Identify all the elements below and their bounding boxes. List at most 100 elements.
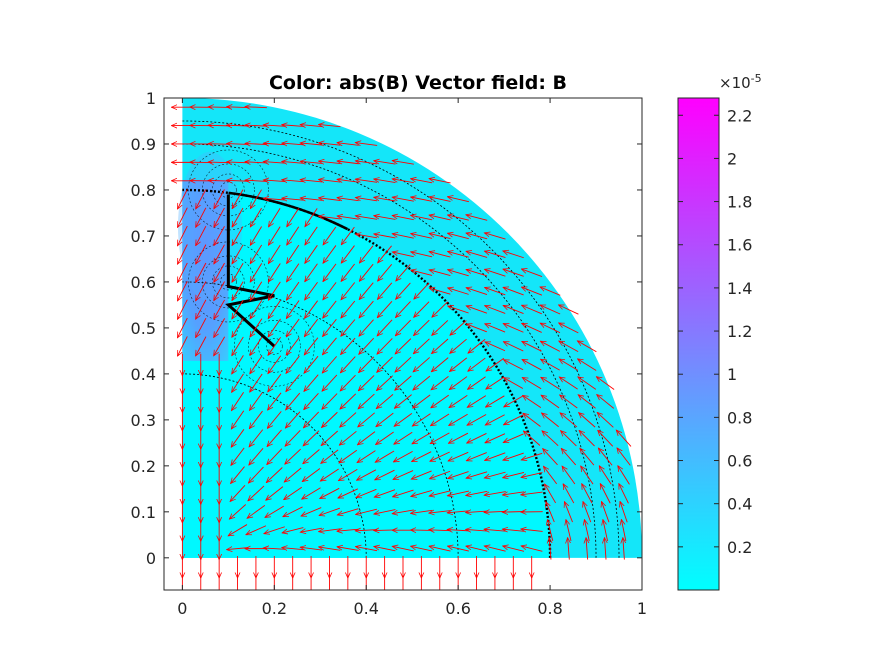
vector-arrow-536 xyxy=(620,501,628,523)
vector-arrow-258 xyxy=(341,226,355,245)
vector-arrow-277 xyxy=(359,337,375,354)
vector-arrow-508 xyxy=(559,359,579,371)
vector-arrow-377 xyxy=(429,270,451,277)
vector-arrow-396 xyxy=(450,338,467,353)
vector-arrow-140 xyxy=(266,486,284,501)
vector-arrow-19 xyxy=(177,225,188,246)
vector-arrow-298 xyxy=(376,412,394,427)
vector-arrow-220 xyxy=(321,449,339,464)
vector-arrow-479 xyxy=(522,322,542,333)
vector-arrow-179 xyxy=(287,244,300,263)
vector-arrow-191 xyxy=(301,507,322,517)
vector-arrow-407 xyxy=(466,546,488,552)
x-tick-label-1: 0.2 xyxy=(262,599,287,618)
contour-loop-2-3 xyxy=(234,305,315,387)
vector-arrow-501 xyxy=(563,484,575,504)
vector-arrow-201 xyxy=(304,318,319,336)
vector-arrow-534 xyxy=(623,538,625,560)
vector-arrow-116 xyxy=(249,429,264,447)
vector-arrow-353 xyxy=(414,282,430,299)
vector-arrow-419 xyxy=(466,324,487,333)
conductor-arc xyxy=(228,191,349,231)
vector-arrow-73 xyxy=(214,226,225,245)
vector-arrow-328 xyxy=(395,301,411,317)
vector-arrow-507 xyxy=(559,377,578,390)
vector-arrow-346 xyxy=(412,413,431,426)
vector-arrow-519 xyxy=(579,413,596,428)
vector-arrow-506 xyxy=(560,395,578,409)
vector-arrow-460 xyxy=(503,324,524,333)
vector-arrow-196 xyxy=(303,411,320,428)
vector-arrow-296 xyxy=(375,450,395,462)
vector-arrow-279 xyxy=(359,300,374,318)
vector-arrow-462 xyxy=(503,287,524,296)
vector-arrow-473 xyxy=(523,431,541,446)
vector-arrow-142 xyxy=(267,448,283,465)
vector-arrow-498 xyxy=(568,538,570,560)
vector-arrow-403 xyxy=(447,215,469,221)
vector-arrow-41 xyxy=(196,317,207,337)
vector-arrow-48 xyxy=(196,189,207,208)
vector-arrow-300 xyxy=(377,375,394,391)
vector-arrow-434 xyxy=(485,433,506,444)
vector-arrow-344 xyxy=(412,451,432,462)
vector-arrow-306 xyxy=(378,264,393,281)
vector-arrow-441 xyxy=(485,306,506,314)
vector-arrow-510 xyxy=(559,323,579,334)
vector-arrow-320 xyxy=(393,450,413,462)
plot-area xyxy=(171,98,642,590)
vector-arrow-99 xyxy=(232,244,244,264)
conductor-layer xyxy=(225,191,349,348)
colorbar-exponent: ×10-5 xyxy=(719,72,762,92)
vector-arrow-329 xyxy=(396,282,411,299)
vector-arrow-294 xyxy=(374,489,396,497)
vector-arrow-524 xyxy=(604,538,606,560)
x-tick-label-3: 0.6 xyxy=(445,599,470,618)
vector-arrow-484 xyxy=(547,520,554,542)
vector-arrow-43 xyxy=(196,281,207,300)
vector-arrow-421 xyxy=(466,288,488,296)
vector-arrow-321 xyxy=(394,431,413,444)
vector-arrow-471 xyxy=(521,472,543,478)
vector-arrow-181 xyxy=(287,208,300,226)
vector-arrow-372 xyxy=(431,357,449,372)
vector-arrow-514 xyxy=(583,502,592,523)
vector-arrow-71 xyxy=(214,262,225,282)
y-tick-label-0: 0 xyxy=(146,549,156,568)
vector-arrow-225 xyxy=(322,356,338,373)
vector-arrow-494 xyxy=(540,341,561,352)
y-tick-label-10: 1 xyxy=(146,89,156,108)
vector-arrow-227 xyxy=(323,319,337,336)
vector-arrow-193 xyxy=(302,468,321,481)
vector-arrow-435 xyxy=(485,414,505,425)
vector-arrow-270 xyxy=(357,469,377,480)
vector-arrow-272 xyxy=(357,431,376,445)
vector-arrow-123 xyxy=(250,299,263,319)
colorbar-tick-label-0: 0.2 xyxy=(727,538,752,557)
vector-arrow-323 xyxy=(394,394,412,409)
vector-arrow-352 xyxy=(414,301,430,318)
vector-arrow-203 xyxy=(305,281,318,300)
chart-title: Color: abs(B) Vector field: B xyxy=(269,72,567,94)
vector-arrow-231 xyxy=(323,245,337,263)
vector-arrow-275 xyxy=(358,375,375,390)
vector-arrow-155 xyxy=(268,207,281,227)
vector-arrow-477 xyxy=(522,359,542,371)
vector-arrow-439 xyxy=(485,341,506,352)
colorbar-tick-label-6: 1.4 xyxy=(727,279,752,298)
vector-arrow-355 xyxy=(411,252,433,258)
vector-arrow-342 xyxy=(411,490,433,496)
vector-arrow-278 xyxy=(359,319,374,336)
vector-arrow-16 xyxy=(177,281,188,301)
vector-arrow-539 xyxy=(617,448,631,466)
x-tick-label-0: 0 xyxy=(177,599,187,618)
vector-arrow-129 xyxy=(250,189,262,209)
vector-arrow-433 xyxy=(485,452,506,461)
vector-arrow-512 xyxy=(586,538,588,560)
colorbar-tick-label-5: 1.2 xyxy=(727,322,752,341)
vector-arrow-44 xyxy=(196,262,207,282)
vector-arrow-280 xyxy=(359,282,374,300)
vector-arrow-515 xyxy=(582,484,593,504)
vector-arrow-72 xyxy=(214,244,225,264)
vector-arrow-457 xyxy=(504,378,524,389)
